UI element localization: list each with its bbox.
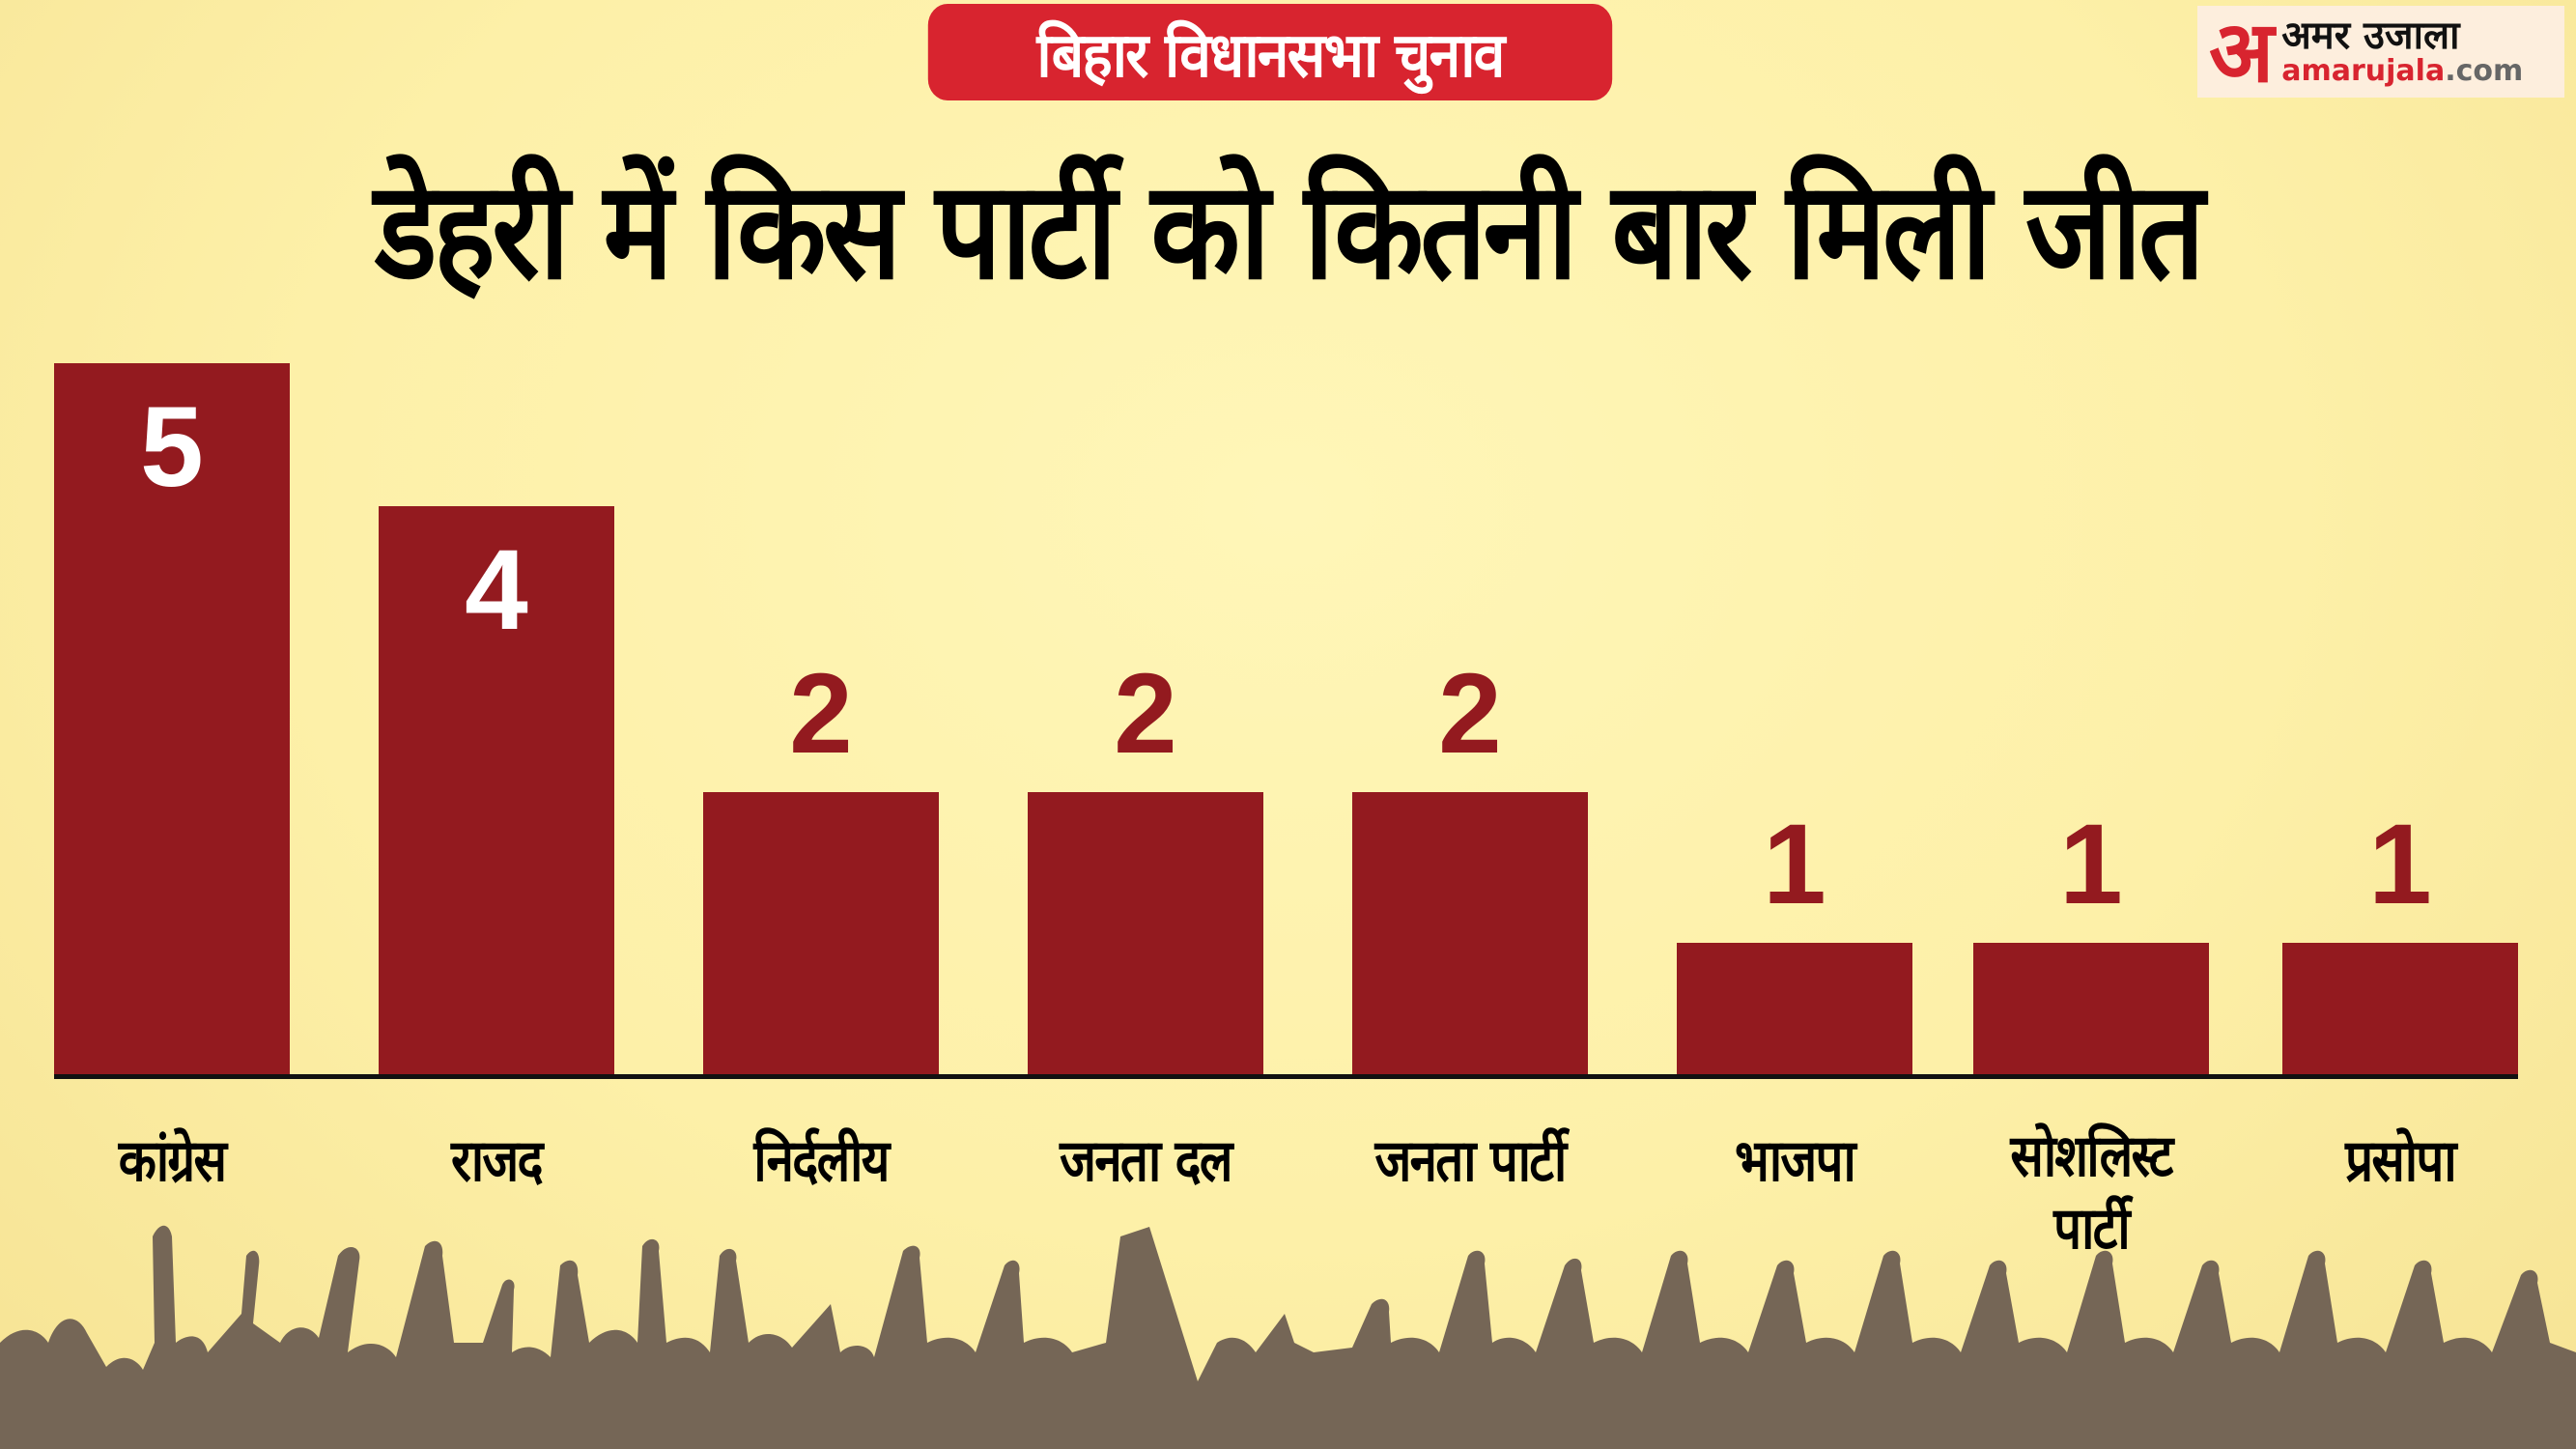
bar (1973, 943, 2209, 1074)
bar-value-label: 1 (1763, 801, 1826, 928)
x-axis-line (54, 1074, 2518, 1079)
bar (54, 363, 290, 1074)
section-badge: बिहार विधानसभा चुनाव (927, 4, 1613, 100)
bar-value-label: 4 (465, 526, 528, 654)
category-label: भाजपा (1735, 1127, 1856, 1195)
logo-mark-icon: अ (2209, 1, 2275, 101)
category-label: सोशलिस्ट पार्टी (2010, 1122, 2173, 1263)
logo-domain: amarujala.com (2281, 55, 2523, 87)
crowd-silhouette-icon (0, 1225, 2576, 1449)
chart-title: डेहरी में किस पार्टी को कितनी बार मिली ज… (374, 153, 2205, 310)
bar-value-label: 2 (789, 650, 853, 778)
bar-value-label: 1 (2059, 801, 2123, 928)
bar (379, 506, 614, 1074)
category-label: जनता दल (1060, 1127, 1232, 1195)
logo-hindi-text: अमर उजाला (2281, 14, 2460, 58)
category-label: जनता पार्टी (1374, 1127, 1567, 1195)
category-label: निर्दलीय (753, 1127, 890, 1195)
bar (1677, 943, 1912, 1074)
category-label: प्रसोपा (2345, 1127, 2456, 1195)
bar-value-label: 5 (140, 384, 204, 511)
bar (2282, 943, 2518, 1074)
bar-value-label: 2 (1114, 650, 1177, 778)
category-label: कांग्रेस (118, 1127, 227, 1195)
category-label: राजद (451, 1127, 544, 1195)
bar (703, 792, 939, 1074)
bar-value-label: 1 (2368, 801, 2432, 928)
amarujala-logo: अ अमर उजाला amarujala.com (2197, 6, 2564, 98)
logo-tld: .com (2445, 54, 2524, 88)
logo-brand: amarujala (2281, 54, 2446, 88)
bar (1352, 792, 1588, 1074)
bar (1028, 792, 1263, 1074)
bar-value-label: 2 (1438, 650, 1502, 778)
